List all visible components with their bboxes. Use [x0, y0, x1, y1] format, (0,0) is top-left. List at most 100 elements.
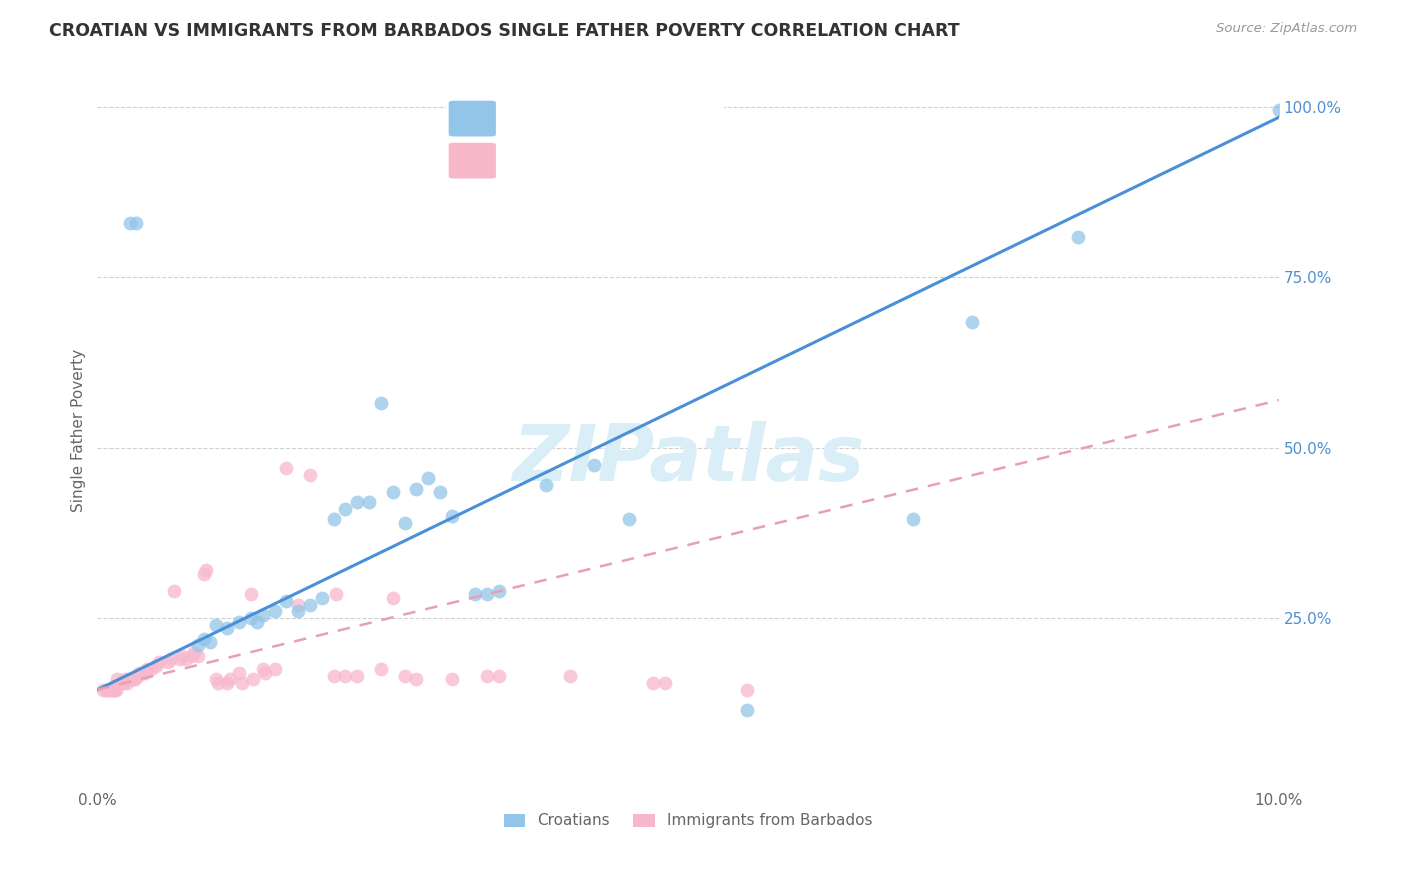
Point [429, 485, 451, 500]
Point [94, 682, 117, 697]
Point [169, 652, 191, 666]
Point [464, 587, 486, 601]
Point [488, 583, 510, 598]
Point [110, 676, 132, 690]
Point [159, 652, 181, 666]
Point [145, 658, 167, 673]
Point [98, 682, 121, 697]
Point [1268, 103, 1291, 118]
Point [405, 673, 427, 687]
Point [115, 676, 138, 690]
Point [231, 676, 253, 690]
Point [242, 673, 264, 687]
Text: ZIPatlas: ZIPatlas [512, 421, 865, 498]
Point [183, 645, 205, 659]
Point [105, 682, 128, 697]
Text: CROATIAN VS IMMIGRANTS FROM BARBADOS SINGLE FATHER POVERTY CORRELATION CHART: CROATIAN VS IMMIGRANTS FROM BARBADOS SIN… [49, 22, 960, 40]
Text: Source: ZipAtlas.com: Source: ZipAtlas.com [1216, 22, 1357, 36]
Point [134, 665, 156, 680]
Point [254, 665, 277, 680]
Point [263, 662, 285, 676]
Point [346, 669, 368, 683]
Point [100, 682, 122, 697]
Point [187, 639, 209, 653]
Point [901, 512, 924, 526]
Point [193, 632, 215, 646]
Point [187, 648, 209, 663]
Point [174, 652, 197, 666]
Point [299, 598, 322, 612]
Point [394, 516, 416, 530]
Point [195, 564, 218, 578]
Point [287, 604, 309, 618]
Point [207, 676, 229, 690]
Point [139, 662, 162, 676]
Point [1067, 229, 1090, 244]
Point [252, 607, 274, 622]
Point [394, 669, 416, 683]
Point [217, 676, 239, 690]
Point [735, 682, 758, 697]
Point [488, 669, 510, 683]
Point [157, 656, 180, 670]
Point [107, 673, 129, 687]
Point [370, 662, 392, 676]
Point [112, 676, 135, 690]
Point [322, 512, 344, 526]
Point [218, 673, 240, 687]
Point [617, 512, 640, 526]
Point [381, 591, 404, 605]
Point [654, 676, 676, 690]
Point [960, 315, 983, 329]
Point [346, 495, 368, 509]
Point [359, 495, 381, 509]
Point [558, 669, 581, 683]
Point [418, 471, 440, 485]
Point [193, 566, 215, 581]
Point [322, 669, 344, 683]
Point [325, 587, 347, 601]
Point [204, 618, 226, 632]
Point [121, 673, 143, 687]
Point [735, 703, 758, 717]
Point [440, 673, 463, 687]
Point [582, 458, 605, 472]
Point [124, 673, 146, 687]
Point [287, 598, 309, 612]
Point [536, 478, 558, 492]
Point [299, 468, 322, 483]
Point [204, 673, 226, 687]
Point [136, 662, 159, 676]
Point [198, 635, 221, 649]
Point [246, 615, 269, 629]
Point [252, 662, 274, 676]
Point [405, 482, 427, 496]
Point [477, 669, 499, 683]
Point [228, 615, 250, 629]
Point [127, 669, 149, 683]
Point [477, 587, 499, 601]
Point [217, 621, 239, 635]
Point [311, 591, 333, 605]
Point [440, 508, 463, 523]
Point [96, 682, 118, 697]
Point [239, 611, 262, 625]
Point [370, 396, 392, 410]
Point [180, 648, 202, 663]
Point [335, 669, 357, 683]
Point [263, 604, 285, 618]
Point [148, 656, 170, 670]
Point [120, 216, 142, 230]
Point [276, 594, 298, 608]
Point [118, 673, 141, 687]
Point [128, 665, 150, 680]
Y-axis label: Single Father Poverty: Single Father Poverty [72, 349, 86, 512]
Legend: Croatians, Immigrants from Barbados: Croatians, Immigrants from Barbados [498, 807, 879, 835]
Point [276, 461, 298, 475]
Point [381, 485, 404, 500]
Point [114, 673, 136, 687]
Point [104, 682, 127, 697]
Point [91, 682, 114, 697]
Point [335, 502, 357, 516]
Point [641, 676, 664, 690]
